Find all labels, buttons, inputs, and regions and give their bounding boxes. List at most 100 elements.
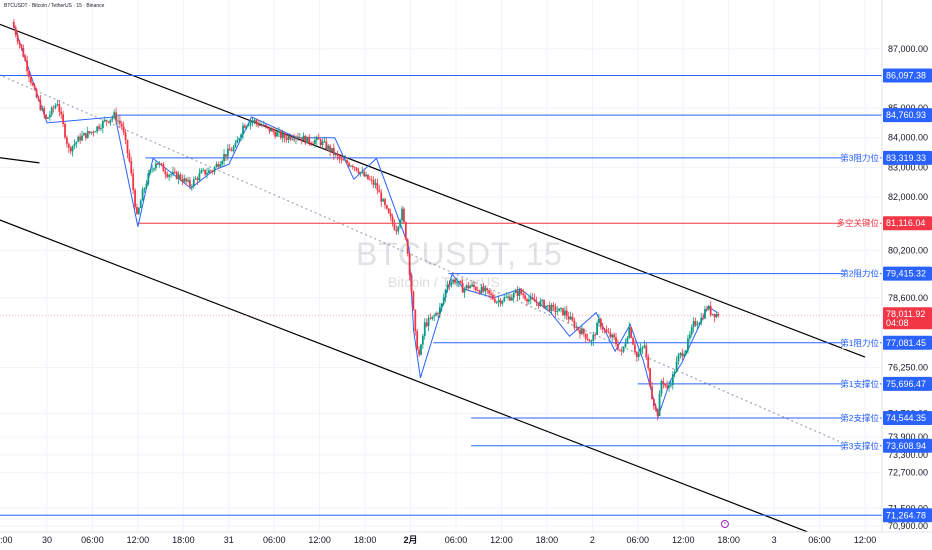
candle-body (50, 107, 53, 115)
candle-body (461, 283, 464, 293)
candle-body (603, 329, 606, 331)
candle-body (440, 303, 443, 308)
candle-body (420, 344, 422, 355)
candle-body (270, 129, 273, 132)
candle-body (223, 154, 225, 162)
candle-body (253, 119, 256, 121)
candle-body (344, 160, 347, 161)
candle-body (685, 350, 687, 354)
level-price-label: 81,116.04 (886, 218, 925, 228)
level-price-label: 77,081.45 (886, 338, 926, 348)
watermark-subtitle: Bitcoin / TetherUS (388, 274, 500, 290)
candle-body (548, 305, 551, 312)
candle-body (437, 313, 439, 314)
candle-body (476, 290, 479, 291)
candle-body (351, 165, 354, 167)
candle-body (225, 154, 227, 157)
candle-body (132, 173, 135, 191)
candle-body (206, 172, 208, 175)
candle-body (442, 297, 445, 304)
candle-body (319, 139, 322, 145)
candle-body (62, 114, 64, 124)
candle-body (393, 223, 396, 230)
candle-body (465, 285, 468, 289)
candle-body (255, 119, 258, 123)
level-price-label: 84,760.93 (886, 110, 926, 120)
candle-body (323, 141, 326, 143)
level-name-label: 多空关键位 (836, 218, 879, 228)
candle-body (414, 309, 417, 332)
candle-body (242, 125, 244, 135)
candle-body (526, 299, 528, 302)
candle-body (705, 309, 708, 310)
zigzag-line (12, 21, 718, 419)
candle-body (387, 208, 390, 214)
candle-body (73, 143, 76, 147)
candle-body (24, 56, 27, 61)
candle-body (367, 174, 369, 180)
candle-body (107, 121, 110, 123)
level-name-bg (842, 377, 880, 390)
candle-body (101, 121, 104, 129)
candle-body (562, 308, 564, 316)
last-price-label: 78,011.92 (886, 309, 925, 319)
candle-body (421, 336, 424, 345)
candle-body (158, 163, 161, 165)
candle-body (137, 207, 140, 214)
candle-body (456, 282, 458, 284)
candle-body (546, 305, 549, 306)
candle-body (671, 374, 674, 385)
price-tick-label: 73,300.00 (888, 450, 928, 460)
candle-body (65, 137, 68, 144)
candle-body (416, 331, 419, 350)
candle-body (632, 337, 634, 345)
candle-body (228, 148, 231, 151)
candle-body (234, 143, 237, 148)
candle-body (431, 316, 434, 319)
candle-body (88, 131, 91, 133)
level-price-label: 83,319.33 (886, 153, 926, 163)
candle-body (207, 170, 210, 173)
candle-body (243, 125, 246, 128)
candle-body (45, 114, 47, 119)
time-tick-label: 06:00 (263, 535, 286, 545)
candle-body (14, 27, 17, 35)
candle-body (698, 323, 701, 325)
level-price-tag (883, 335, 932, 350)
candle-body (666, 385, 669, 388)
time-axis: :00 30 06:00 12:00 18:00 31 06:00 12:00 18:00 2月 0… (0, 531, 932, 550)
candle-body (257, 122, 260, 126)
candle-body (545, 305, 547, 309)
price-tick-label: 83,000.00 (888, 162, 928, 172)
candle-body (499, 300, 502, 304)
candle-body (173, 171, 176, 173)
candle-body (675, 361, 678, 372)
candle-body (67, 143, 70, 148)
candle-body (380, 192, 383, 202)
candle-body (368, 179, 371, 181)
level-price-label: 73,608.94 (886, 441, 926, 451)
candle-body (261, 124, 263, 126)
candle-body (69, 147, 72, 152)
candle-body (211, 171, 214, 172)
time-tick-label: 31 (224, 535, 234, 545)
candle-body (522, 293, 525, 296)
candle-body (283, 133, 286, 139)
candle-body (302, 135, 305, 141)
candle-body (683, 353, 686, 357)
candle-body (452, 279, 455, 283)
candle-body (493, 298, 496, 303)
time-tick-label: 06:00 (808, 535, 831, 545)
candle-body (355, 167, 358, 171)
candle-body (615, 337, 617, 345)
candle-body (497, 300, 500, 302)
candle-body (181, 179, 184, 182)
candle-body (295, 136, 297, 140)
candle-body (20, 44, 23, 49)
candle-body (467, 285, 470, 289)
candle-body (147, 173, 150, 184)
candle-body (378, 190, 381, 193)
alert-clock-icon (720, 520, 729, 528)
candle-body (219, 164, 222, 167)
